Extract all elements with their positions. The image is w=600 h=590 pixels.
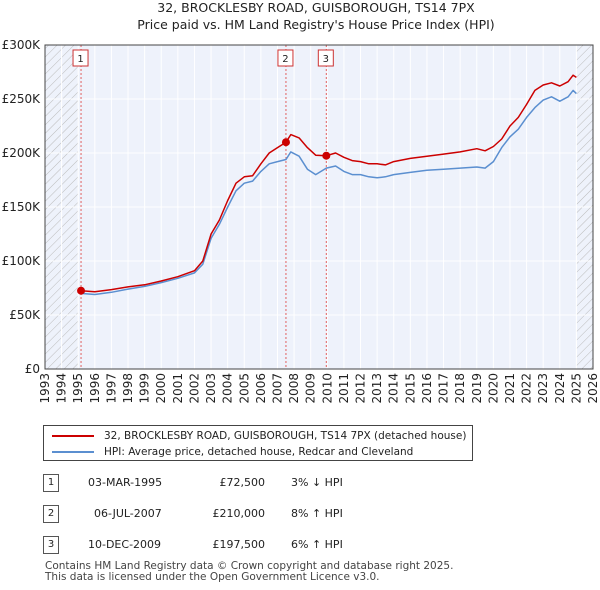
x-tick-label: 2011 [337, 373, 351, 404]
x-tick-label: 1998 [121, 373, 135, 404]
legend-label-hpi: HPI: Average price, detached house, Redc… [104, 446, 414, 458]
transaction-number: 3 [43, 536, 59, 554]
x-tick-label: 2020 [486, 373, 500, 404]
x-tick-label: 2006 [254, 373, 268, 404]
y-tick-label: £300K [2, 38, 42, 52]
price-chart: 32, BROCKLESBY ROAD, GUISBOROUGH, TS14 7… [2, 0, 600, 404]
x-tick-label: 2010 [320, 373, 334, 404]
x-tick-label: 2003 [204, 373, 218, 404]
x-tick-label: 2025 [569, 373, 583, 404]
transaction-hpi: 6% ↑ HPI [291, 538, 343, 551]
y-tick-label: £100K [2, 254, 42, 268]
transaction-marker-box-2 [277, 49, 294, 67]
transaction-marker-box-1 [72, 49, 89, 67]
transaction-date: 03-MAR-1995 [88, 476, 163, 489]
sale-point-2 [281, 138, 290, 147]
y-tick-label: £200K [2, 146, 42, 160]
x-tick-label: 2018 [453, 373, 467, 404]
x-tick-label: 2017 [437, 373, 451, 404]
x-tick-label: 2022 [520, 373, 534, 404]
x-tick-label: 1994 [55, 373, 69, 404]
y-tick-label: £250K [2, 92, 42, 106]
x-tick-label: 2023 [536, 373, 550, 404]
plot-frame [44, 44, 594, 370]
transaction-number: 2 [43, 505, 59, 523]
legend: 32, BROCKLESBY ROAD, GUISBOROUGH, TS14 7… [43, 425, 473, 461]
x-tick-label: 1997 [104, 373, 118, 404]
x-tick-label: 2000 [154, 373, 168, 404]
sale-point-3 [322, 151, 331, 160]
x-tick-label: 1993 [38, 373, 52, 404]
x-tick-label: 2013 [370, 373, 384, 404]
transaction-price: £210,000 [212, 507, 266, 520]
transaction-marker-label-1: 1 [77, 54, 83, 65]
transaction-date: 10-DEC-2009 [88, 538, 162, 551]
transaction-hpi: 8% ↑ HPI [291, 507, 343, 520]
x-tick-label: 2016 [420, 373, 434, 404]
sale-point-1 [77, 286, 86, 295]
x-tick-label: 2008 [287, 373, 301, 404]
transaction-price: £197,500 [212, 538, 266, 551]
legend-item-property: 32, BROCKLESBY ROAD, GUISBOROUGH, TS14 7… [52, 428, 466, 444]
x-tick-label: 2021 [503, 373, 517, 404]
transaction-price: £72,500 [219, 476, 266, 489]
chart-title: 32, BROCKLESBY ROAD, GUISBOROUGH, TS14 7… [157, 0, 475, 15]
x-tick-label: 2015 [403, 373, 417, 404]
legend-label-property: 32, BROCKLESBY ROAD, GUISBOROUGH, TS14 7… [104, 430, 467, 442]
chart-subtitle: Price paid vs. HM Land Registry's House … [137, 17, 494, 32]
legend-swatch-property [52, 435, 94, 437]
footer: Contains HM Land Registry data © Crown c… [45, 561, 453, 583]
x-tick-label: 2009 [304, 373, 318, 404]
y-tick-label: £0 [25, 362, 40, 376]
x-tick-label: 2014 [387, 373, 401, 404]
x-tick-label: 2005 [237, 373, 251, 404]
transaction-marker-label-2: 2 [282, 54, 288, 65]
x-tick-label: 2019 [470, 373, 484, 404]
legend-swatch-hpi [52, 451, 94, 453]
x-tick-label: 2024 [553, 373, 567, 404]
transaction-marker-label-3: 3 [323, 54, 329, 65]
x-tick-label: 2004 [221, 373, 235, 404]
x-tick-label: 2001 [171, 373, 185, 404]
x-tick-label: 2026 [586, 373, 600, 404]
series-line-hpi [77, 89, 577, 296]
footer-licence: This data is licensed under the Open Gov… [45, 571, 380, 583]
transaction-number: 1 [43, 474, 59, 492]
series-line-property [77, 74, 577, 294]
x-tick-label: 2007 [270, 373, 284, 404]
transaction-marker-box-3 [317, 49, 334, 67]
transaction-hpi: 3% ↓ HPI [291, 476, 343, 489]
x-tick-label: 2002 [187, 373, 201, 404]
transaction-date: 06-JUL-2007 [94, 507, 162, 520]
x-tick-label: 2012 [354, 373, 368, 404]
x-tick-label: 1995 [71, 373, 85, 404]
y-tick-label: £50K [9, 308, 41, 322]
x-tick-label: 1996 [88, 373, 102, 404]
y-tick-label: £150K [2, 200, 42, 214]
legend-item-hpi: HPI: Average price, detached house, Redc… [52, 444, 413, 460]
x-tick-label: 1999 [138, 373, 152, 404]
footer-copyright: Contains HM Land Registry data © Crown c… [45, 560, 454, 572]
